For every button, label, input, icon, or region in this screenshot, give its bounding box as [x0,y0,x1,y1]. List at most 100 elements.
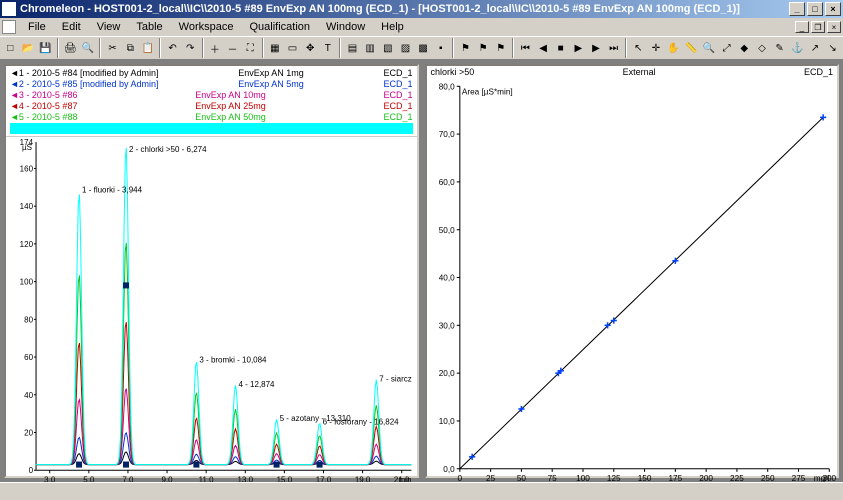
toolbar-separator [625,38,627,58]
zoom-in-button[interactable]: ＋ [207,38,224,58]
svg-text:0,0: 0,0 [443,465,455,474]
zoom-out-button[interactable]: － [224,38,241,58]
status-bar [0,482,843,500]
svg-text:160: 160 [20,164,34,173]
svg-text:0: 0 [29,466,34,475]
open-doc-button[interactable]: 📂 [20,38,37,58]
flag-blue-button[interactable]: ⚑ [492,38,509,58]
legend-row[interactable]: ◄5 - 2010-5 #88EnvExp AN 50mgECD_1 [10,112,413,123]
menu-file[interactable]: File [20,19,54,35]
play-first-button[interactable]: ⏮ [517,38,534,58]
pointer-a-button[interactable]: ↗ [807,38,824,58]
svg-text:Area [µS*min]: Area [µS*min] [461,88,512,97]
select-button[interactable]: ▭ [284,38,301,58]
cursor-button[interactable]: ↖ [630,38,647,58]
toolbar-separator [452,38,454,58]
calib-title-left: chlorki >50 [431,67,475,77]
zoom-region-button[interactable]: 🔍 [701,38,718,58]
chromatogram-plot[interactable]: 020406080100120140160174µS3,05,07,09,011… [6,137,417,490]
menu-help[interactable]: Help [373,19,412,35]
toolbar-separator [262,38,264,58]
svg-text:10,0: 10,0 [438,417,454,426]
print-button[interactable]: 🖨 [62,38,79,58]
svg-text:60: 60 [24,353,33,362]
svg-text:µS: µS [22,143,32,152]
text-button[interactable]: T [320,38,337,58]
menu-qualification[interactable]: Qualification [241,19,318,35]
svg-text:70,0: 70,0 [438,130,454,139]
svg-text:2 - chlorki >50 - 6,274: 2 - chlorki >50 - 6,274 [129,145,207,154]
legend-row[interactable]: ◄1 - 2010-5 #84 [modified by Admin]EnvEx… [10,68,413,79]
redo-button[interactable]: ↷ [182,38,199,58]
paste-button[interactable]: 📋 [140,38,157,58]
mdi-restore-button[interactable]: ❐ [811,21,825,33]
maximize-button[interactable]: □ [807,2,823,16]
new-doc-button[interactable]: □ [2,38,19,58]
play-next-button[interactable]: ▶ [588,38,605,58]
chart-d-button[interactable]: ▨ [397,38,414,58]
chart-a-button[interactable]: ▤ [344,38,361,58]
client-area: ◄1 - 2010-5 #84 [modified by Admin]EnvEx… [0,60,843,482]
play-prev-button[interactable]: ◀ [535,38,552,58]
ruler-button[interactable]: 📏 [683,38,700,58]
window-title: Chromeleon - HOST001-2_local\\IC\\2010-5… [20,3,740,15]
menu-window[interactable]: Window [318,19,373,35]
legend-row[interactable]: ◄4 - 2010-5 #87EnvExp AN 25mgECD_1 [10,101,413,112]
svg-text:140: 140 [20,202,34,211]
chromatogram-pane: ◄1 - 2010-5 #84 [modified by Admin]EnvEx… [4,64,419,478]
app-icon [2,2,16,16]
calib-title-right: ECD_1 [804,67,833,77]
calibration-header: chlorki >50 External ECD_1 [427,66,838,78]
svg-text:20,0: 20,0 [438,369,454,378]
zoom-full-button[interactable]: ⤢ [718,38,735,58]
svg-text:100: 100 [20,278,34,287]
fit-button[interactable]: ⛶ [242,38,259,58]
chart-c-button[interactable]: ▧ [379,38,396,58]
toolbar-separator [339,38,341,58]
undo-button[interactable]: ↶ [164,38,181,58]
marker-b-button[interactable]: ◇ [754,38,771,58]
menu-edit[interactable]: Edit [54,19,89,35]
grid-button[interactable]: ▦ [267,38,284,58]
title-bar: Chromeleon - HOST001-2_local\\IC\\2010-5… [0,0,843,18]
chart-e-button[interactable]: ▩ [415,38,432,58]
svg-text:20: 20 [24,429,33,438]
flag-green-button[interactable]: ⚑ [475,38,492,58]
mdi-close-button[interactable]: × [827,21,841,33]
print-preview-button[interactable]: 🔍 [80,38,97,58]
menu-table[interactable]: Table [128,19,170,35]
move-button[interactable]: ✥ [302,38,319,58]
play-button[interactable]: ▶ [570,38,587,58]
legend-row[interactable]: ◄2 - 2010-5 #85 [modified by Admin]EnvEx… [10,79,413,90]
close-button[interactable]: × [825,2,841,16]
svg-text:80: 80 [24,315,33,324]
toolbar-separator [57,38,59,58]
chart-b-button[interactable]: ▥ [362,38,379,58]
copy-button[interactable]: ⧉ [122,38,139,58]
crosshair-button[interactable]: ✛ [648,38,665,58]
hand-button[interactable]: ✋ [665,38,682,58]
svg-text:50,0: 50,0 [438,226,454,235]
cut-button[interactable]: ✂ [104,38,121,58]
mdi-minimize-button[interactable]: _ [795,21,809,33]
legend-row[interactable]: ◄6 - 2010-5 #89EnvExp AN 100mgECD_1 [10,123,413,134]
toolbar-separator [512,38,514,58]
svg-text:30,0: 30,0 [438,321,454,330]
stop-button[interactable]: ■ [552,38,569,58]
svg-text:4 - 12,874: 4 - 12,874 [239,380,276,389]
marker-a-button[interactable]: ◆ [736,38,753,58]
calibration-plot[interactable]: 0,010,020,030,040,050,060,070,080,002550… [427,78,838,492]
menu-bar: FileEditViewTableWorkspaceQualificationW… [0,18,843,36]
menu-workspace[interactable]: Workspace [171,19,242,35]
flag-red-button[interactable]: ⚑ [457,38,474,58]
save-doc-button[interactable]: 💾 [37,38,54,58]
svg-text:60,0: 60,0 [438,178,454,187]
play-last-button[interactable]: ⏭ [605,38,622,58]
annotate-button[interactable]: ✎ [771,38,788,58]
chart-f-button[interactable]: ▪ [432,38,449,58]
anchor-button[interactable]: ⚓ [789,38,806,58]
legend-row[interactable]: ◄3 - 2010-5 #86EnvExp AN 10mgECD_1 [10,90,413,101]
pointer-b-button[interactable]: ↘ [824,38,841,58]
menu-view[interactable]: View [89,19,129,35]
minimize-button[interactable]: _ [789,2,805,16]
